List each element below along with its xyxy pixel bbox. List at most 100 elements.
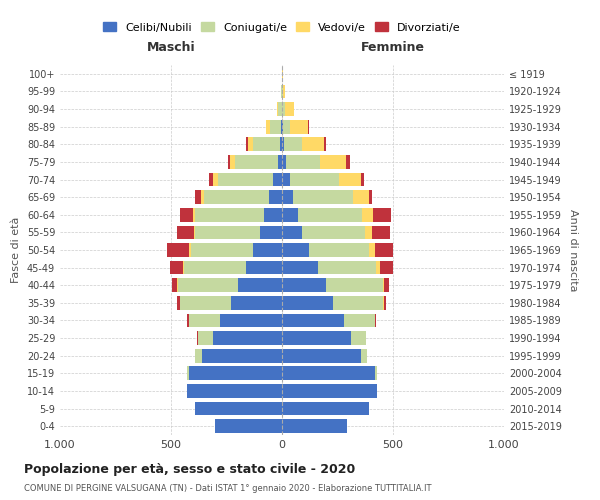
Bar [373, 208, 391, 222]
Bar [247, 138, 248, 151]
Bar [380, 260, 393, 274]
Bar [320, 155, 346, 169]
Bar [282, 366, 375, 380]
Text: COMUNE DI PERGINE VALSUGANA (TN) - Dati ISTAT 1° gennaio 2020 - Elaborazione TUT: COMUNE DI PERGINE VALSUGANA (TN) - Dati … [24, 484, 431, 493]
Bar [368, 243, 375, 257]
Bar [361, 349, 367, 362]
Bar [282, 226, 302, 239]
Bar [213, 331, 282, 345]
Bar [172, 278, 176, 292]
Bar [189, 366, 282, 380]
Bar [346, 155, 350, 169]
Bar [176, 226, 194, 239]
Bar [176, 296, 180, 310]
Bar [231, 296, 282, 310]
Bar [282, 138, 284, 151]
Bar [247, 260, 282, 274]
Bar [170, 260, 183, 274]
Bar [196, 190, 201, 204]
Bar [290, 120, 308, 134]
Bar [286, 155, 320, 169]
Bar [264, 208, 282, 222]
Bar [183, 260, 184, 274]
Bar [196, 402, 282, 415]
Bar [269, 190, 282, 204]
Bar [260, 226, 282, 239]
Text: Maschi: Maschi [146, 42, 196, 54]
Bar [282, 384, 377, 398]
Bar [187, 384, 282, 398]
Bar [383, 296, 384, 310]
Bar [333, 296, 383, 310]
Bar [283, 120, 290, 134]
Bar [282, 349, 361, 362]
Bar [277, 102, 278, 116]
Bar [384, 278, 389, 292]
Bar [278, 155, 282, 169]
Bar [191, 243, 253, 257]
Bar [283, 84, 285, 98]
Bar [189, 243, 191, 257]
Bar [204, 190, 269, 204]
Bar [344, 314, 375, 328]
Bar [180, 208, 193, 222]
Bar [197, 331, 213, 345]
Bar [353, 190, 368, 204]
Bar [253, 138, 280, 151]
Bar [384, 296, 386, 310]
Bar [266, 120, 270, 134]
Bar [227, 155, 230, 169]
Bar [317, 260, 376, 274]
Bar [372, 226, 389, 239]
Bar [213, 172, 218, 186]
Bar [201, 190, 204, 204]
Bar [196, 208, 264, 222]
Bar [324, 138, 326, 151]
Bar [220, 314, 282, 328]
Bar [281, 120, 282, 134]
Bar [365, 226, 372, 239]
Bar [338, 172, 361, 186]
Bar [167, 243, 189, 257]
Bar [293, 190, 353, 204]
Bar [351, 331, 367, 345]
Bar [376, 260, 380, 274]
Bar [361, 172, 364, 186]
Bar [298, 208, 362, 222]
Bar [375, 366, 377, 380]
Bar [282, 402, 368, 415]
Bar [282, 190, 293, 204]
Bar [283, 102, 284, 116]
Bar [375, 243, 393, 257]
Bar [248, 138, 253, 151]
Bar [202, 349, 282, 362]
Bar [284, 138, 302, 151]
Bar [281, 84, 282, 98]
Bar [282, 278, 326, 292]
Bar [176, 278, 178, 292]
Bar [235, 155, 278, 169]
Bar [282, 155, 286, 169]
Bar [280, 138, 282, 151]
Bar [282, 420, 347, 433]
Bar [302, 138, 324, 151]
Bar [215, 420, 282, 433]
Y-axis label: Anni di nascita: Anni di nascita [568, 209, 578, 291]
Bar [282, 314, 344, 328]
Bar [282, 208, 298, 222]
Bar [290, 172, 338, 186]
Bar [368, 190, 372, 204]
Bar [194, 226, 196, 239]
Bar [270, 120, 281, 134]
Bar [375, 314, 376, 328]
Bar [196, 226, 260, 239]
Bar [282, 260, 317, 274]
Y-axis label: Fasce di età: Fasce di età [11, 217, 21, 283]
Bar [218, 172, 273, 186]
Text: Femmine: Femmine [361, 42, 425, 54]
Bar [193, 208, 196, 222]
Bar [362, 208, 373, 222]
Bar [184, 260, 247, 274]
Bar [187, 366, 189, 380]
Bar [178, 278, 238, 292]
